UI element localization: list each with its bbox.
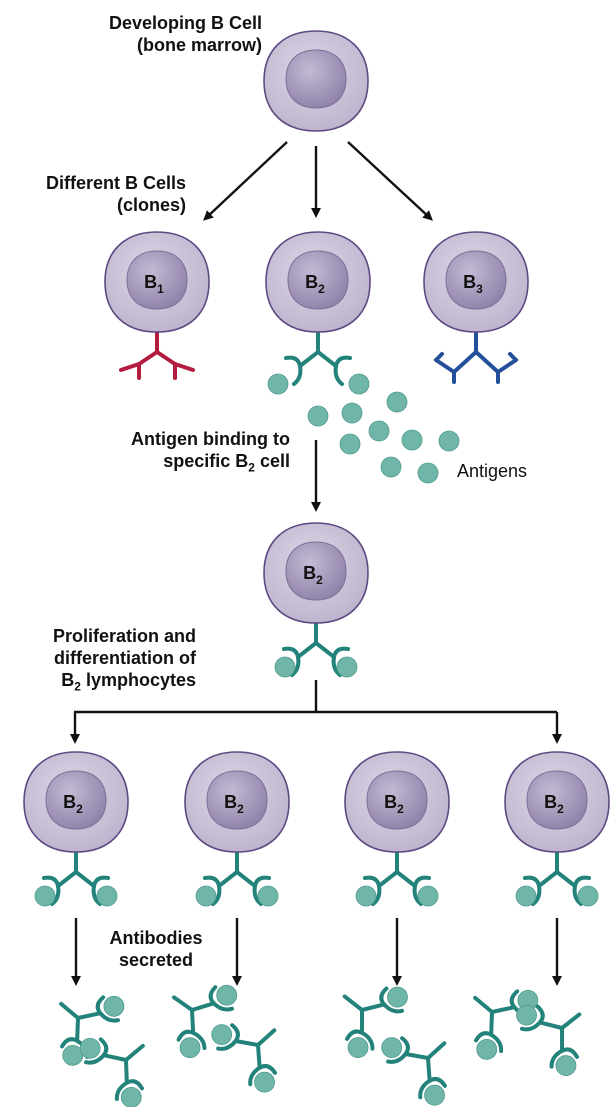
antigen-dot: [339, 433, 361, 455]
antigen-dot: [380, 456, 402, 478]
b2-clone-4: B2: [504, 751, 610, 853]
antigen-dot: [386, 391, 408, 413]
cell-nucleus: [526, 770, 588, 830]
antigen-dot: [79, 1037, 101, 1059]
b1-receptor: [119, 330, 195, 380]
bound-antigen: [274, 656, 296, 678]
antigen-dot: [103, 995, 125, 1017]
antigen-dot: [424, 1084, 445, 1106]
antigen-dot: [216, 984, 238, 1006]
activated-b2-cell: B2: [263, 522, 369, 624]
label-different-b-cells: Different B Cells (clones): [45, 173, 186, 215]
label-antigens: Antigens: [457, 461, 528, 481]
cell-nucleus: [287, 250, 349, 310]
antigen-dot: [555, 1055, 577, 1076]
antigen-dot: [417, 462, 439, 484]
secreted-antibody: [342, 986, 408, 1058]
bound-antigen: [336, 656, 358, 678]
secreted-antibody: [381, 1036, 447, 1106]
b2-clone-2: B2: [184, 751, 290, 853]
activated-b2-receptor: [282, 621, 350, 677]
antigen-dot: [120, 1086, 142, 1108]
label-antigen-binding: Antigen binding to specific B2 cell: [131, 429, 290, 475]
b1-cell: B1: [104, 231, 210, 333]
label-antibodies-secreted: Antibodies secreted: [109, 928, 203, 970]
bound-antigen: [417, 885, 439, 907]
antigen-dot: [381, 1037, 403, 1059]
bound-antigen: [96, 885, 118, 907]
antigen-dot: [347, 1037, 369, 1058]
bound-antigen: [355, 885, 377, 907]
label-proliferation: Proliferation and differentiation of B2 …: [52, 626, 196, 694]
antigen-dot: [179, 1037, 201, 1059]
b2-clone-receptor: [523, 850, 591, 906]
antigen-dot: [368, 420, 390, 442]
b3-receptor: [434, 330, 518, 384]
b2-receptor: [284, 330, 352, 386]
b3-cell: B3: [423, 231, 529, 333]
secreted-antibody: [473, 989, 539, 1060]
antigen-dot: [387, 986, 408, 1008]
arrow-to-b1: [203, 141, 288, 221]
antigen-dot: [211, 1024, 233, 1046]
antigen-dot: [267, 373, 289, 395]
cell-nucleus: [126, 250, 188, 310]
b2-clone-3: B2: [344, 751, 450, 853]
cell-nucleus: [285, 541, 347, 601]
antigen-dot: [476, 1038, 498, 1060]
bound-antigen: [577, 885, 599, 907]
b2-clone-1: B2: [23, 751, 129, 853]
bound-antigen: [257, 885, 279, 907]
bound-antigen: [34, 885, 56, 907]
arrow-to-b3: [347, 141, 433, 221]
bound-antigen: [195, 885, 217, 907]
cell-nucleus: [45, 770, 107, 830]
b2-clone-receptor: [363, 850, 431, 906]
cell-nucleus: [206, 770, 268, 830]
label-developing-b-cell: Developing B Cell (bone marrow): [108, 13, 262, 55]
secreted-antibody: [79, 1037, 145, 1108]
secreted-antibody: [171, 984, 238, 1059]
b2-clone-receptor: [203, 850, 271, 906]
cell-nucleus: [366, 770, 428, 830]
developing-b-cell: [263, 30, 369, 132]
antigen-dot: [62, 1044, 84, 1066]
antigen-dot: [307, 405, 329, 427]
cell-nucleus: [285, 49, 347, 109]
secreted-antibody: [59, 995, 125, 1066]
b2-clone-receptor: [42, 850, 110, 906]
antigen-dot: [516, 1004, 537, 1026]
b2-cell: B2: [265, 231, 371, 333]
antigen-dot: [341, 402, 363, 424]
antigen-dot: [438, 430, 460, 452]
cell-nucleus: [445, 250, 507, 310]
antigen-dot: [348, 373, 370, 395]
bound-antigen: [515, 885, 537, 907]
antigen-dot: [254, 1071, 275, 1093]
secreted-antibody: [211, 1023, 277, 1093]
antigen-dot: [401, 429, 423, 451]
secreted-antibody: [516, 1004, 582, 1076]
